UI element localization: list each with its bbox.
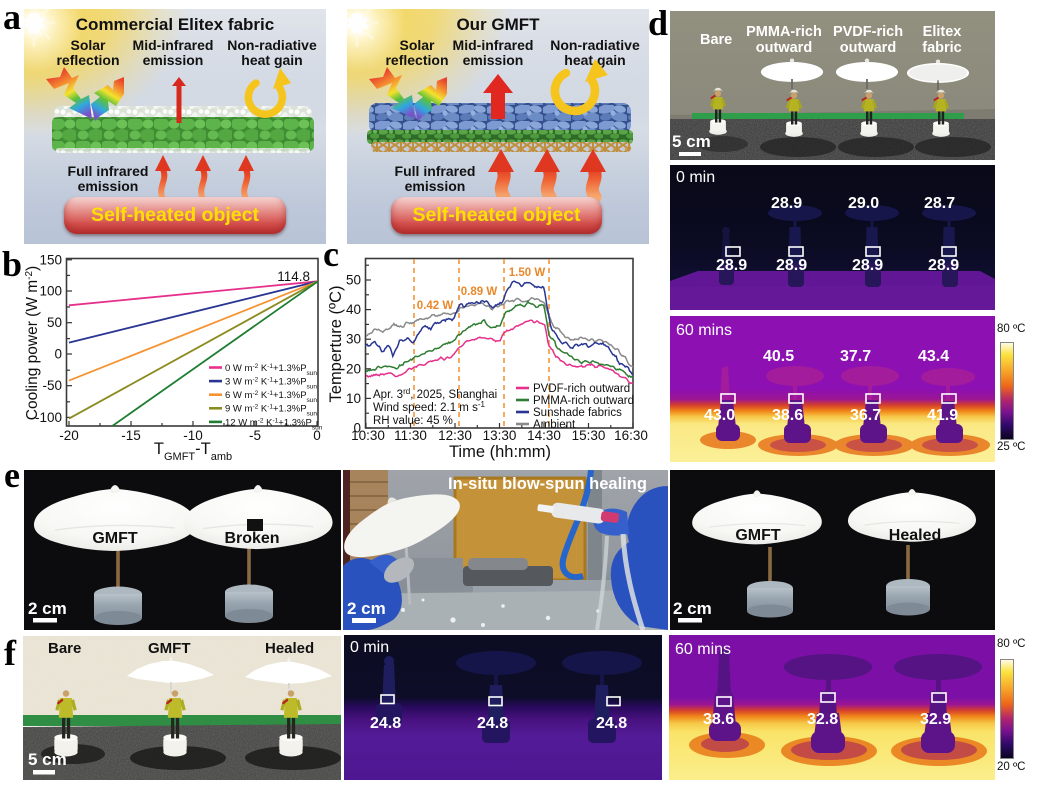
svg-text:TGMFT-Tamb: TGMFT-Tamb <box>154 440 232 463</box>
svg-text:13:30: 13:30 <box>483 428 517 443</box>
svg-text:6 W m-2 K-1+1.3%Psun: 6 W m-2 K-1+1.3%Psun <box>225 390 317 404</box>
svg-text:150: 150 <box>39 253 62 268</box>
svg-text:20: 20 <box>346 361 361 376</box>
svg-text:Cooling power (W m-2): Cooling power (W m-2) <box>24 266 42 420</box>
svg-text:-20: -20 <box>59 428 79 443</box>
svg-text:-10: -10 <box>183 428 203 443</box>
svg-text:1.50 W: 1.50 W <box>509 267 546 279</box>
svg-text:-15: -15 <box>121 428 141 443</box>
svg-text:50: 50 <box>346 273 361 288</box>
svg-text:Temperture (ºC): Temperture (ºC) <box>327 286 345 403</box>
svg-text:GMFT: GMFT <box>735 527 781 544</box>
svg-text:50: 50 <box>47 315 62 330</box>
svg-text:12:30: 12:30 <box>438 428 472 443</box>
svg-text:16:30: 16:30 <box>614 428 648 443</box>
svg-text:-100: -100 <box>35 410 62 425</box>
svg-text:Wind speed: 2.1 m s-1: Wind speed: 2.1 m s-1 <box>373 400 485 415</box>
svg-text:10: 10 <box>346 391 361 406</box>
svg-text:11:30: 11:30 <box>394 428 427 443</box>
svg-text:0: 0 <box>313 428 321 443</box>
svg-text:10:30: 10:30 <box>351 428 385 443</box>
svg-text:9 W m-2 K-1+1.3%Psun: 9 W m-2 K-1+1.3%Psun <box>225 403 317 417</box>
svg-text:RH value: 45 %: RH value: 45 % <box>373 415 453 427</box>
svg-text:PVDF-rich outward: PVDF-rich outward <box>533 383 630 395</box>
svg-text:0.42 W: 0.42 W <box>417 300 454 312</box>
svg-text:-5: -5 <box>249 428 261 443</box>
svg-text:15:30: 15:30 <box>572 428 606 443</box>
svg-text:114.8: 114.8 <box>277 269 310 284</box>
svg-text:GMFT: GMFT <box>92 530 138 547</box>
svg-text:12 W m-2 K-1+1.3%Psun: 12 W m-2 K-1+1.3%Psun <box>225 417 323 431</box>
svg-text:0: 0 <box>54 347 62 362</box>
svg-text:Ambient: Ambient <box>533 419 576 431</box>
svg-text:Time (hh:mm): Time (hh:mm) <box>449 443 551 461</box>
svg-text:-50: -50 <box>42 378 62 393</box>
svg-text:40: 40 <box>346 302 361 317</box>
svg-text:Broken: Broken <box>224 530 279 547</box>
svg-text:0: 0 <box>353 421 361 436</box>
svg-text:0.89 W: 0.89 W <box>461 286 498 298</box>
svg-text:30: 30 <box>346 332 361 347</box>
svg-text:3 W m-2 K-1+1.3%Psun: 3 W m-2 K-1+1.3%Psun <box>225 376 317 390</box>
svg-text:14:30: 14:30 <box>527 428 561 443</box>
svg-text:PMMA-rich outward: PMMA-rich outward <box>533 395 634 407</box>
svg-text:Healed: Healed <box>889 527 941 544</box>
svg-text:Sunshade fabrics: Sunshade fabrics <box>533 407 622 419</box>
svg-text:0 W m-2 K-1+1.3%Psun: 0 W m-2 K-1+1.3%Psun <box>225 362 317 376</box>
svg-text:100: 100 <box>39 284 62 299</box>
